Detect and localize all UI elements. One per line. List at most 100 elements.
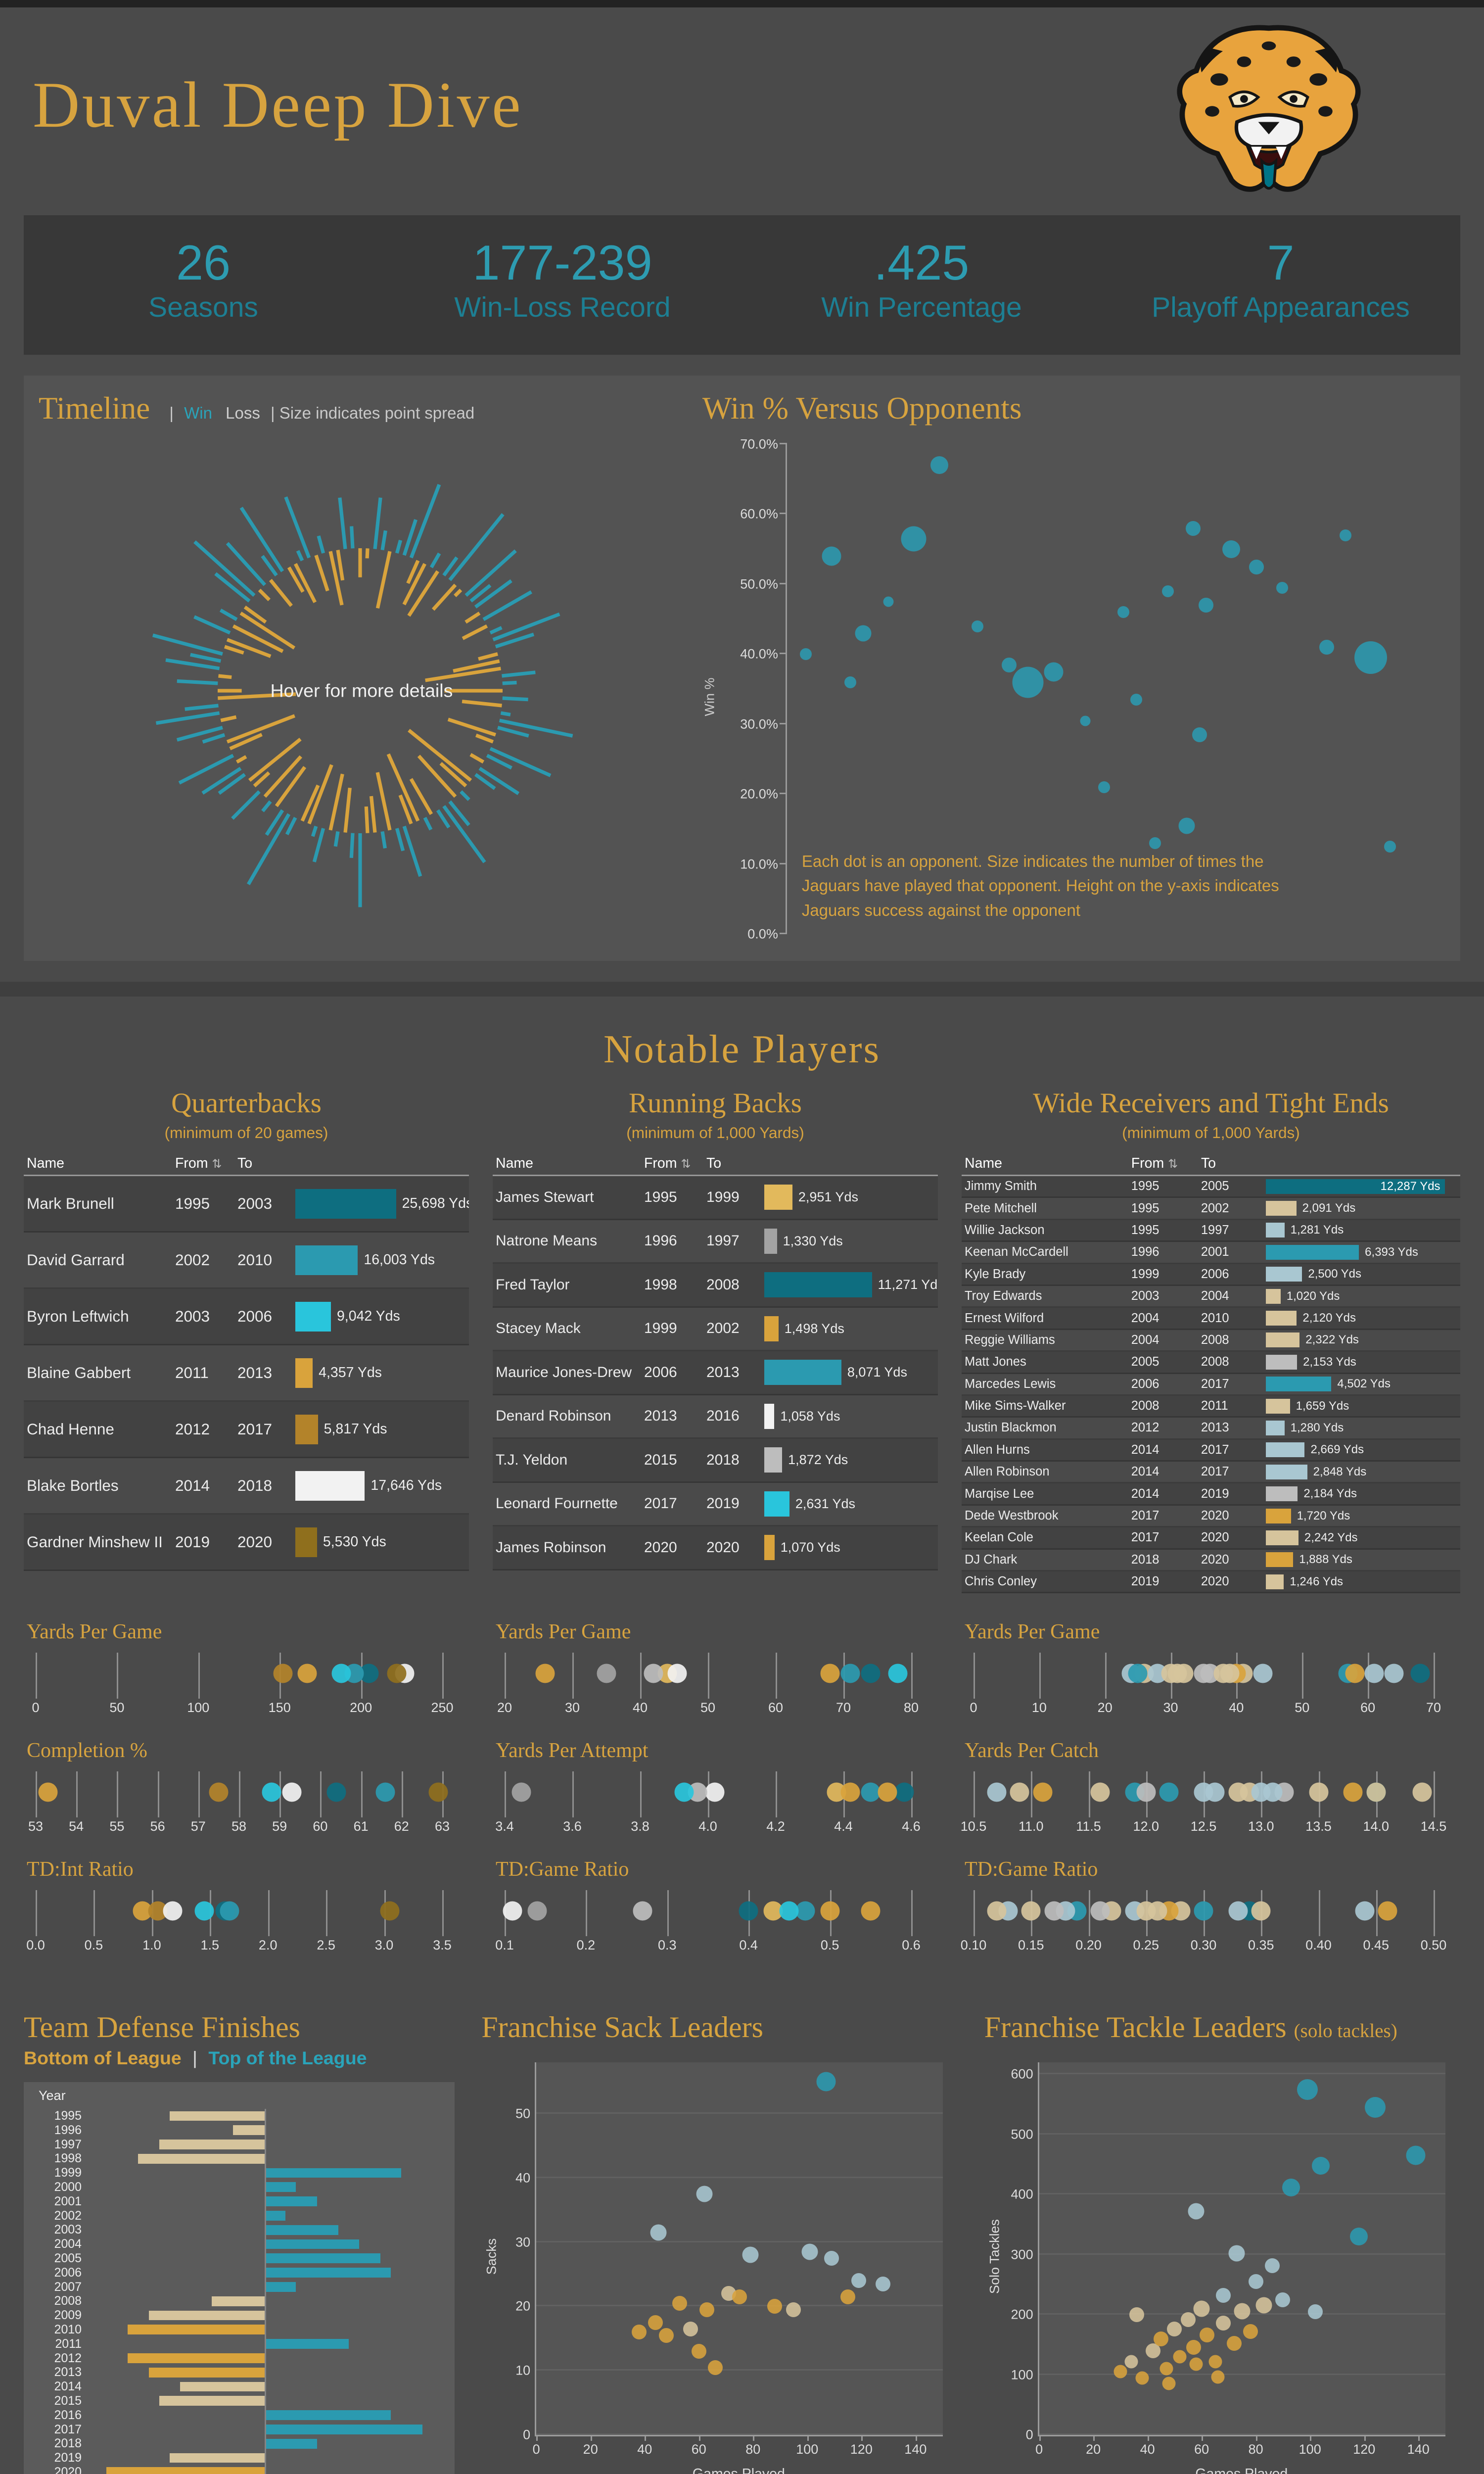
defense-bar[interactable] <box>128 2325 265 2335</box>
player-dot[interactable] <box>1364 1664 1384 1683</box>
player-dot[interactable] <box>1159 1782 1179 1802</box>
player-dot[interactable] <box>633 1901 652 1921</box>
timeline-win-mark[interactable] <box>486 754 512 770</box>
timeline-win-mark[interactable] <box>246 813 291 885</box>
player-dot[interactable] <box>1090 1901 1110 1921</box>
yards-bar[interactable] <box>764 1447 783 1473</box>
player-dot[interactable] <box>1378 1901 1397 1921</box>
player-dot[interactable] <box>262 1782 281 1802</box>
player-dot[interactable] <box>1167 1664 1187 1683</box>
yards-bar[interactable] <box>764 1535 775 1561</box>
timeline-loss-mark[interactable] <box>243 605 267 624</box>
defense-bar[interactable] <box>148 2310 265 2321</box>
opponent-dot[interactable] <box>1080 715 1091 726</box>
timeline-loss-mark[interactable] <box>275 766 306 808</box>
timeline-win-mark[interactable] <box>502 680 517 685</box>
player-dot[interactable] <box>1410 1664 1430 1683</box>
player-dot[interactable] <box>987 1901 1006 1921</box>
data-point[interactable] <box>1406 2145 1426 2165</box>
timeline-win-mark[interactable] <box>380 530 387 551</box>
timeline-win-mark[interactable] <box>226 542 266 586</box>
timeline-win-mark[interactable] <box>333 831 340 847</box>
opponent-dot[interactable] <box>1161 585 1174 597</box>
timeline-win-mark[interactable] <box>436 809 451 829</box>
defense-bar[interactable] <box>264 2196 317 2207</box>
timeline-win-mark[interactable] <box>317 535 325 554</box>
player-dot[interactable] <box>1136 1782 1156 1802</box>
data-point[interactable] <box>648 2315 663 2330</box>
defense-bar[interactable] <box>264 2239 360 2249</box>
timeline-win-mark[interactable] <box>152 633 223 656</box>
yards-bar[interactable] <box>1265 1201 1297 1216</box>
timeline-loss-mark[interactable] <box>226 638 272 658</box>
player-dot[interactable] <box>1366 1782 1386 1802</box>
timeline-loss-mark[interactable] <box>469 753 485 764</box>
defense-bar[interactable] <box>264 2339 349 2349</box>
player-dot[interactable] <box>535 1664 555 1683</box>
timeline-win-mark[interactable] <box>448 800 470 826</box>
player-dot[interactable] <box>861 1664 881 1683</box>
timeline-win-mark[interactable] <box>497 725 529 738</box>
data-point[interactable] <box>1208 2355 1222 2369</box>
player-dot[interactable] <box>1010 1782 1029 1802</box>
player-dot[interactable] <box>428 1782 448 1802</box>
player-dot[interactable] <box>1090 1782 1110 1802</box>
data-point[interactable] <box>1145 2343 1160 2358</box>
timeline-loss-mark[interactable] <box>409 778 433 815</box>
timeline-loss-mark[interactable] <box>218 692 296 700</box>
timeline-loss-mark[interactable] <box>475 733 494 744</box>
defense-bar[interactable] <box>159 2396 265 2406</box>
timeline-loss-mark[interactable] <box>417 755 457 798</box>
yards-bar[interactable] <box>1265 1332 1300 1348</box>
opponent-dot[interactable] <box>800 648 812 661</box>
opponent-dot[interactable] <box>1198 598 1213 613</box>
data-point[interactable] <box>1180 2312 1196 2327</box>
timeline-win-mark[interactable] <box>165 658 220 670</box>
player-dot[interactable] <box>705 1782 725 1802</box>
timeline-win-mark[interactable] <box>474 579 512 609</box>
player-dot[interactable] <box>878 1782 897 1802</box>
timeline-loss-mark[interactable] <box>300 784 320 822</box>
opponent-dot[interactable] <box>1340 529 1352 541</box>
yards-bar[interactable] <box>1265 1486 1298 1502</box>
defense-bar[interactable] <box>264 2182 296 2192</box>
defense-bar[interactable] <box>264 2410 391 2421</box>
timeline-win-mark[interactable] <box>311 825 318 837</box>
yards-bar[interactable] <box>1265 1377 1332 1392</box>
data-point[interactable] <box>1215 2288 1231 2303</box>
data-point[interactable] <box>824 2250 839 2266</box>
timeline-win-mark[interactable] <box>185 704 219 711</box>
player-dot[interactable] <box>987 1782 1006 1802</box>
timeline-loss-mark[interactable] <box>478 652 498 661</box>
yards-bar[interactable] <box>1265 1223 1285 1238</box>
sort-icon[interactable]: ⇅ <box>681 1157 691 1171</box>
player-dot[interactable] <box>1220 1664 1240 1683</box>
timeline-win-mark[interactable] <box>284 496 311 559</box>
timeline-loss-mark[interactable] <box>406 560 420 584</box>
data-point[interactable] <box>1297 2079 1318 2100</box>
player-dot[interactable] <box>779 1901 799 1921</box>
player-dot[interactable] <box>387 1664 407 1683</box>
opponent-dot[interactable] <box>1319 640 1334 655</box>
opponent-dot[interactable] <box>844 676 857 688</box>
timeline-loss-mark[interactable] <box>364 806 370 833</box>
data-point[interactable] <box>1215 2316 1231 2331</box>
defense-bar[interactable] <box>264 2282 296 2292</box>
player-dot[interactable] <box>795 1901 815 1921</box>
opponent-dot[interactable] <box>1012 666 1044 698</box>
yards-bar[interactable] <box>764 1360 841 1385</box>
timeline-win-mark[interactable] <box>469 584 492 603</box>
yards-bar[interactable] <box>1265 1267 1302 1282</box>
data-point[interactable] <box>1364 2097 1386 2118</box>
timeline-loss-mark[interactable] <box>235 755 247 764</box>
defense-bar[interactable] <box>170 2111 265 2121</box>
data-point[interactable] <box>1312 2156 1330 2175</box>
player-dot[interactable] <box>503 1901 522 1921</box>
defense-bar[interactable] <box>159 2140 265 2149</box>
data-point[interactable] <box>707 2360 723 2375</box>
timeline-loss-mark[interactable] <box>239 612 295 650</box>
timeline-loss-mark[interactable] <box>408 729 472 782</box>
timeline-win-mark[interactable] <box>231 790 261 820</box>
defense-bar[interactable] <box>264 2425 422 2434</box>
timeline-loss-mark[interactable] <box>218 674 232 679</box>
